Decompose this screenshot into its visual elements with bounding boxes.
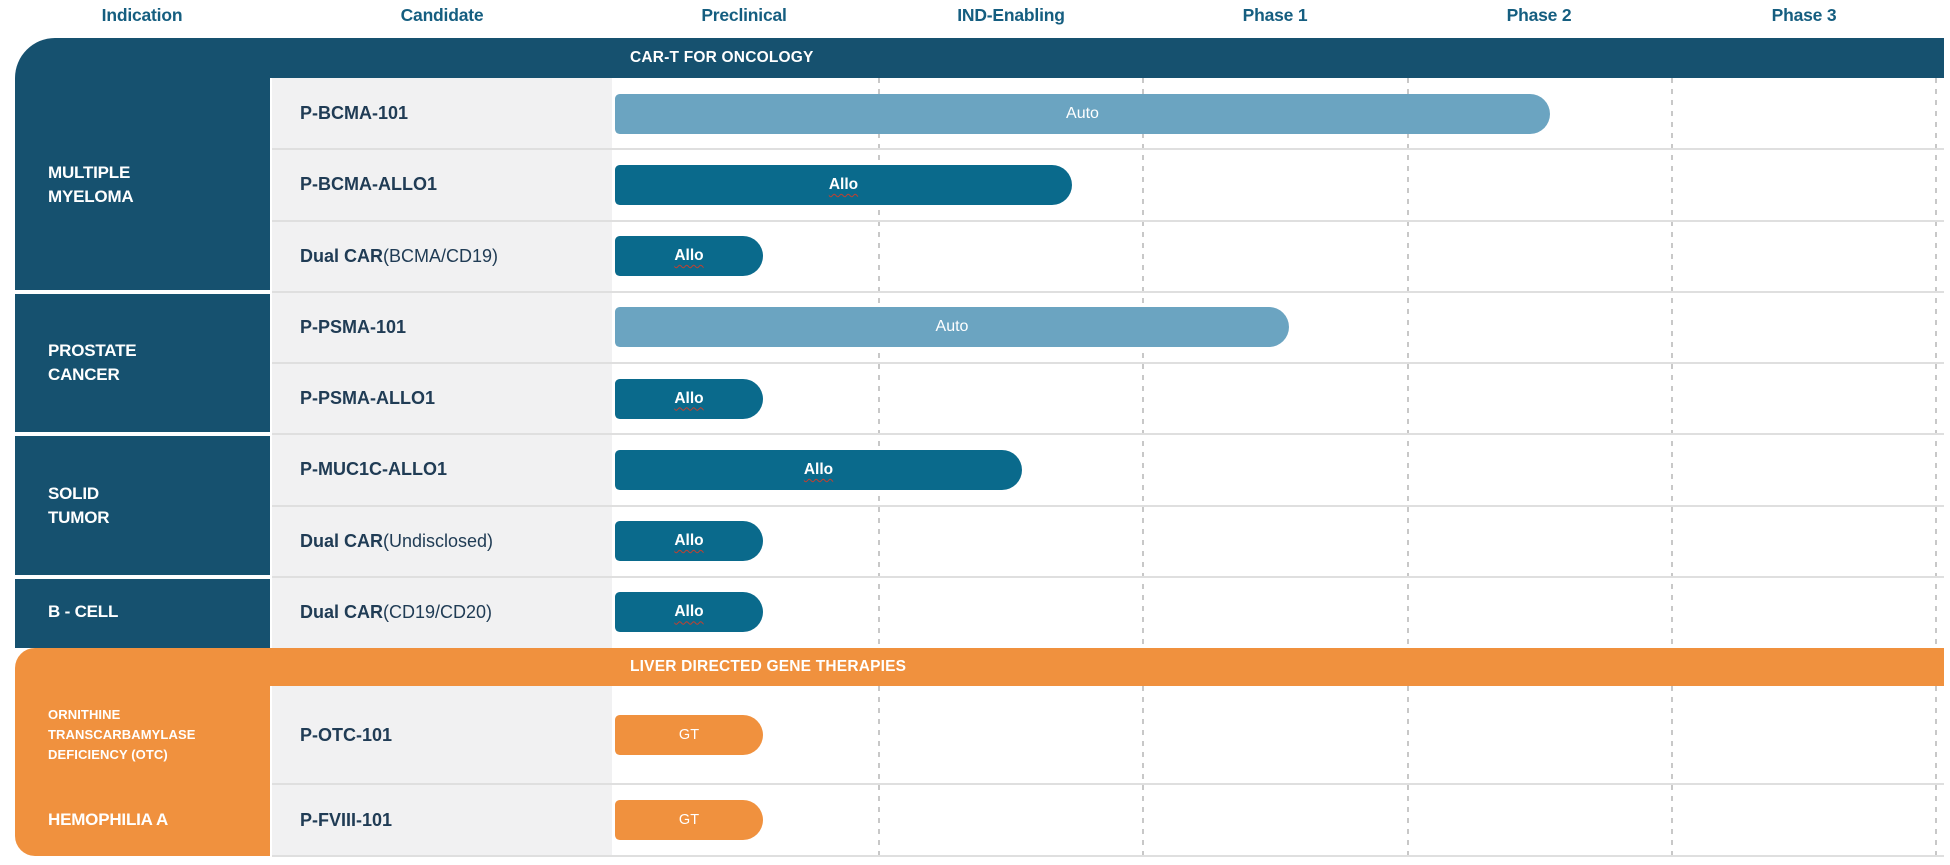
indication-label: MULTIPLE xyxy=(48,162,131,182)
indication-label: ORNITHINE xyxy=(48,707,121,722)
candidate-name: P-MUC1C-ALLO1 xyxy=(300,459,447,480)
pipeline-bar: Allo xyxy=(615,592,763,633)
indication-label: MYELOMA xyxy=(48,186,134,206)
bar-label: Auto xyxy=(935,318,969,336)
candidate-target: (CD19/CD20) xyxy=(383,601,493,622)
indication-cell: B - CELL xyxy=(15,576,270,648)
pipeline-bar: Allo xyxy=(615,236,763,277)
indication-cell: ORNITHINE TRANSCARBAMYLASE DEFICIENCY (OTC… xyxy=(15,686,270,784)
bar-label: GT xyxy=(678,812,700,828)
candidate-cell xyxy=(272,505,612,577)
candidate-name: Dual CAR xyxy=(300,530,384,551)
column-header-candidate: Candidate xyxy=(400,5,484,25)
candidate-label: P-PSMA-ALLO1 xyxy=(300,363,435,434)
indication-label: HEMOPHILIA A xyxy=(48,810,169,829)
candidate-label: Dual CAR (CD19/CD20) xyxy=(300,577,492,648)
candidate-label: P-BCMA-101 xyxy=(300,78,408,149)
phase-gridline xyxy=(1407,686,1409,856)
column-header-ind-enabling: IND-Enabling xyxy=(957,5,1065,25)
pipeline-bar: Allo xyxy=(615,521,763,562)
candidate-cell xyxy=(272,784,612,856)
indication-cell: SOLID TUMOR xyxy=(15,434,270,577)
candidate-name: Dual CAR xyxy=(300,601,384,622)
bar-label: Allo xyxy=(803,460,834,478)
candidate-label: P-BCMA-ALLO1 xyxy=(300,149,437,220)
candidate-name: P-PSMA-ALLO1 xyxy=(300,388,435,409)
indication-label: PROSTATE xyxy=(48,341,137,360)
indication-cell: HEMOPHILIA A xyxy=(15,784,270,856)
candidate-label: P-PSMA-101 xyxy=(300,292,406,363)
row-divider xyxy=(272,575,1944,578)
phase-gridline xyxy=(878,686,880,856)
candidate-name: P-BCMA-101 xyxy=(300,103,409,124)
pipeline-bar: GT xyxy=(615,715,763,755)
candidate-label: P-OTC-101 xyxy=(300,686,392,784)
section-band: CAR-T FOR ONCOLOGY xyxy=(15,38,1944,78)
phase-gridline xyxy=(1671,686,1673,856)
row-divider xyxy=(272,855,1944,857)
pipeline-bar: Allo xyxy=(615,164,1072,205)
candidate-name: P-BCMA-ALLO1 xyxy=(300,174,437,195)
section-title: CAR-T FOR ONCOLOGY xyxy=(630,49,814,66)
indication-label: CANCER xyxy=(48,365,120,384)
candidate-target: (BCMA/CD19) xyxy=(383,245,499,266)
bar-label: GT xyxy=(678,727,700,743)
row-divider xyxy=(272,290,1944,293)
column-header-phase-3: Phase 3 xyxy=(1771,5,1837,25)
candidate-name: P-OTC-101 xyxy=(300,724,393,745)
candidate-cell xyxy=(272,363,612,435)
row-divider xyxy=(272,148,1944,151)
candidate-label: P-MUC1C-ALLO1 xyxy=(300,434,447,505)
candidate-cell xyxy=(272,149,612,221)
section-gap xyxy=(15,289,270,294)
section-gap xyxy=(15,574,270,579)
candidate-cell xyxy=(272,220,612,292)
pipeline-bar: GT xyxy=(615,800,763,840)
phase-gridline xyxy=(1935,686,1937,856)
indication-cell: MULTIPLE MYELOMA xyxy=(15,78,270,292)
indication-label: SOLID xyxy=(48,483,99,503)
candidate-label: Dual CAR (Undisclosed) xyxy=(300,506,493,577)
bar-label: Allo xyxy=(674,247,704,265)
section-band: LIVER DIRECTED GENE THERAPIES xyxy=(15,648,1944,686)
pipeline-bar: Auto xyxy=(615,93,1550,134)
row-divider xyxy=(272,362,1944,364)
indication-label: TRANSCARBAMYLASE xyxy=(48,727,196,742)
row-divider xyxy=(272,504,1944,507)
candidate-label: P-FVIII-101 xyxy=(300,784,392,856)
bar-label: Auto xyxy=(1066,104,1099,122)
indication-label: B - CELL xyxy=(48,602,119,622)
candidate-cell xyxy=(272,78,612,150)
phase-gridline xyxy=(1142,686,1144,856)
bar-label: Allo xyxy=(674,389,704,407)
candidate-cell xyxy=(272,434,612,506)
section-gap xyxy=(15,432,270,437)
candidate-name: P-FVIII-101 xyxy=(300,809,393,830)
candidate-cell xyxy=(272,576,612,648)
candidate-label: Dual CAR (BCMA/CD19) xyxy=(300,221,498,292)
indication-label: TUMOR xyxy=(48,507,110,527)
indication-label: DEFICIENCY (OTC) xyxy=(48,747,168,762)
pipeline-bar: Allo xyxy=(615,449,1022,490)
row-divider xyxy=(272,783,1944,785)
candidate-target: (Undisclosed) xyxy=(383,530,494,551)
column-header-phase-2: Phase 2 xyxy=(1506,5,1572,25)
candidate-name: P-PSMA-101 xyxy=(300,316,407,337)
row-divider xyxy=(272,433,1944,436)
row-divider xyxy=(272,219,1944,222)
candidate-name: Dual CAR xyxy=(300,245,384,266)
column-header-preclinical: Preclinical xyxy=(701,5,787,25)
indication-cell: PROSTATE CANCER xyxy=(15,291,270,435)
section-title: LIVER DIRECTED GENE THERAPIES xyxy=(630,658,907,675)
candidate-cell xyxy=(272,291,612,363)
pipeline-bar: Allo xyxy=(615,378,763,419)
pipeline-bar: Auto xyxy=(615,307,1289,348)
bar-label: Allo xyxy=(828,175,859,193)
candidate-cell xyxy=(272,686,612,784)
bar-label: Allo xyxy=(674,532,704,550)
bar-label: Allo xyxy=(674,603,704,621)
column-header-indication: Indication xyxy=(101,5,183,25)
column-header-phase-1: Phase 1 xyxy=(1242,5,1308,25)
